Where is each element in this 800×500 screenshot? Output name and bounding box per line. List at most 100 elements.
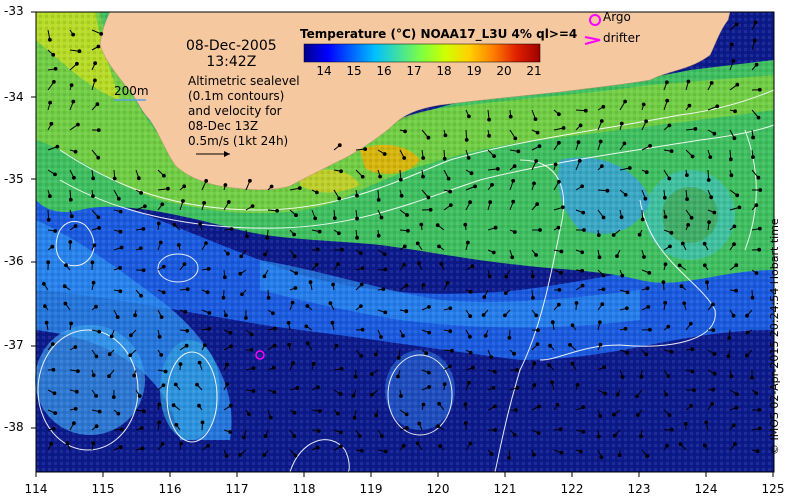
velocity-arrow-head (533, 117, 538, 121)
velocity-arrow-head (332, 216, 337, 221)
velocity-arrow-head (468, 289, 473, 294)
velocity-arrow-head (65, 441, 70, 446)
velocity-arrow-head (536, 328, 540, 333)
velocity-arrow-head (141, 268, 146, 273)
velocity-arrow-head (272, 390, 277, 395)
velocity-arrow-head (678, 442, 683, 447)
velocity-arrow-head (603, 391, 607, 396)
velocity-arrow-head (757, 426, 762, 431)
velocity-arrows (41, 20, 763, 460)
velocity-arrow-head (682, 301, 687, 306)
velocity-arrow-head (507, 456, 511, 460)
velocity-arrow-head (667, 176, 672, 181)
velocity-arrow-head (732, 136, 737, 141)
velocity-arrow-head (438, 444, 443, 448)
velocity-arrow-head (269, 184, 274, 189)
velocity-arrow-head (404, 309, 409, 314)
velocity-arrow-head (531, 296, 535, 300)
velocity-arrow-head (637, 232, 642, 237)
velocity-arrow-head (679, 284, 684, 289)
velocity-arrow-head (556, 225, 561, 230)
velocity-arrow-head (688, 321, 693, 326)
velocity-arrow-head (468, 314, 473, 319)
velocity-arrow-head (689, 215, 694, 220)
velocity-arrow-head (706, 178, 711, 182)
velocity-arrow-head (473, 184, 478, 189)
velocity-arrow-head (223, 183, 228, 187)
velocity-arrow-head (222, 275, 227, 280)
velocity-arrow-head (733, 442, 737, 446)
velocity-arrow-head (583, 108, 588, 113)
velocity-arrow-head (686, 223, 691, 227)
velocity-arrow-head (128, 353, 133, 358)
velocity-arrow-head (641, 102, 646, 107)
velocity-arrow-head (532, 361, 537, 366)
velocity-arrow-head (225, 382, 230, 386)
y-tick-label: -33 (4, 4, 24, 18)
velocity-arrow-head (745, 330, 750, 335)
velocity-arrow-head (547, 363, 551, 367)
velocity-arrow-head (601, 273, 606, 278)
velocity-arrow-head (314, 262, 319, 267)
velocity-arrow-head (46, 260, 51, 265)
velocity-arrow-head (685, 197, 689, 202)
velocity-arrow-head (435, 223, 440, 228)
colorbar-tick: 16 (376, 64, 392, 78)
velocity-arrow-head (463, 421, 468, 425)
velocity-arrow-head (95, 102, 100, 107)
velocity-arrow-head (466, 156, 471, 160)
velocity-arrow-head (290, 300, 295, 305)
velocity-arrow-head (139, 426, 144, 431)
velocity-arrow-head (446, 176, 451, 181)
velocity-arrow-head (712, 371, 717, 376)
velocity-arrow-head (71, 99, 76, 104)
velocity-arrow-head (292, 410, 297, 415)
velocity-arrow-head (109, 334, 114, 339)
velocity-arrow-head (487, 274, 492, 279)
velocity-arrow-head (265, 235, 270, 240)
velocity-arrow-head (293, 286, 298, 290)
velocity-arrow-head (64, 263, 68, 268)
velocity-arrow-head (137, 394, 142, 398)
velocity-arrow-head (560, 205, 565, 210)
velocity-arrow-head (92, 243, 97, 248)
velocity-arrow-head (669, 149, 674, 154)
velocity-arrow-head (512, 164, 517, 169)
velocity-arrow-head (576, 140, 581, 145)
velocity-arrow-head (421, 156, 426, 160)
velocity-arrow-head (197, 403, 201, 408)
velocity-arrow-head (262, 453, 267, 457)
velocity-arrow-head (73, 345, 78, 349)
velocity-arrow-head (615, 254, 619, 259)
velocity-arrow-head (666, 324, 671, 329)
velocity-arrow-head (297, 186, 302, 191)
x-tick-label: 115 (91, 482, 115, 496)
velocity-arrow-head (359, 304, 363, 309)
velocity-arrow-head (436, 424, 440, 429)
velocity-arrow-head (735, 392, 739, 397)
velocity-arrow-head (617, 453, 622, 458)
velocity-arrow-head (537, 144, 542, 149)
y-tick-label: -34 (4, 90, 24, 104)
velocity-arrow-head (225, 362, 229, 367)
velocity-arrow-head (202, 201, 207, 205)
velocity-arrow-head (733, 109, 737, 114)
velocity-arrow-head (734, 22, 739, 27)
velocity-arrow-head (532, 383, 537, 387)
velocity-arrow-head (491, 250, 496, 255)
velocity-arrow-head (136, 176, 141, 181)
velocity-arrow-head (615, 392, 620, 397)
velocity-arrow-head (620, 375, 625, 379)
velocity-arrow-head (639, 434, 643, 439)
velocity-arrow-head (665, 98, 670, 103)
velocity-arrow-head (62, 284, 67, 289)
velocity-arrow-head (648, 144, 652, 148)
velocity-arrow-head (550, 320, 555, 325)
velocity-arrow-head (133, 313, 138, 318)
velocity-arrow-head (166, 186, 170, 191)
velocity-arrow-head (468, 200, 473, 205)
velocity-arrow-head (183, 309, 188, 314)
velocity-arrow-head (580, 283, 585, 288)
velocity-arrow-head (338, 392, 343, 396)
velocity-arrow-head (548, 343, 552, 348)
